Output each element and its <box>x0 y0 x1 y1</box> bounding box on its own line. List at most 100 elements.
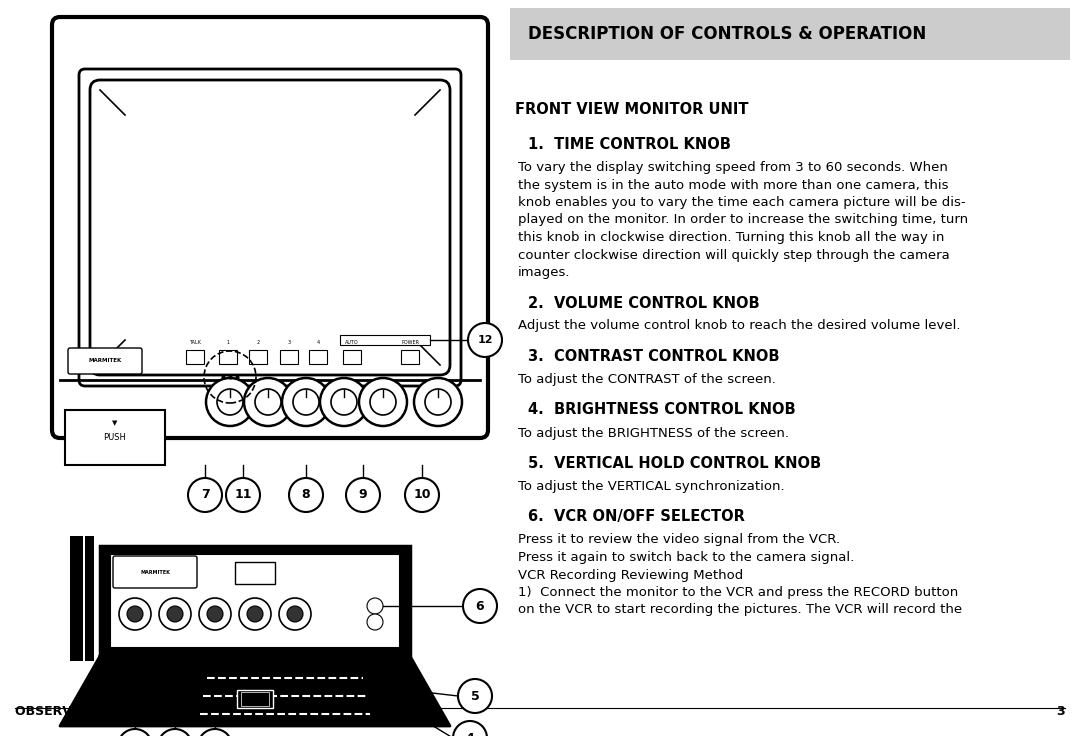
Text: 8: 8 <box>301 489 310 501</box>
Text: played on the monitor. In order to increase the switching time, turn: played on the monitor. In order to incre… <box>518 213 968 227</box>
Circle shape <box>159 598 191 630</box>
Circle shape <box>247 606 264 622</box>
Text: 9: 9 <box>359 489 367 501</box>
Bar <box>100 546 410 656</box>
Circle shape <box>206 378 254 426</box>
Text: 2.  VOLUME CONTROL KNOB: 2. VOLUME CONTROL KNOB <box>528 295 759 311</box>
Bar <box>237 690 273 708</box>
Circle shape <box>158 729 192 736</box>
Text: 2: 2 <box>256 340 259 345</box>
Text: POWER: POWER <box>401 340 419 345</box>
Circle shape <box>468 323 502 357</box>
Bar <box>241 692 269 706</box>
Text: 6: 6 <box>475 600 484 612</box>
Circle shape <box>282 378 330 426</box>
Bar <box>110 554 400 648</box>
Text: 11: 11 <box>234 489 252 501</box>
Circle shape <box>226 478 260 512</box>
Circle shape <box>453 721 487 736</box>
FancyBboxPatch shape <box>52 17 488 438</box>
Text: 1: 1 <box>227 340 230 345</box>
Circle shape <box>293 389 319 415</box>
Circle shape <box>199 598 231 630</box>
Text: FRONT VIEW MONITOR UNIT: FRONT VIEW MONITOR UNIT <box>515 102 748 117</box>
Bar <box>249 350 267 364</box>
Text: DESCRIPTION OF CONTROLS & OPERATION: DESCRIPTION OF CONTROLS & OPERATION <box>528 25 927 43</box>
Text: Press it again to switch back to the camera signal.: Press it again to switch back to the cam… <box>518 551 854 564</box>
Text: on the VCR to start recording the pictures. The VCR will record the: on the VCR to start recording the pictur… <box>518 604 962 617</box>
Text: images.: images. <box>518 266 570 279</box>
FancyBboxPatch shape <box>68 348 141 374</box>
Text: VCR Recording Reviewing Method: VCR Recording Reviewing Method <box>518 568 743 581</box>
Bar <box>309 350 327 364</box>
Circle shape <box>458 679 492 713</box>
Circle shape <box>118 729 152 736</box>
Circle shape <box>127 606 143 622</box>
Text: 3: 3 <box>287 340 291 345</box>
FancyBboxPatch shape <box>79 69 461 386</box>
Bar <box>280 350 298 364</box>
Circle shape <box>320 378 368 426</box>
Text: OBSERVER25 ®: OBSERVER25 ® <box>15 705 124 718</box>
Text: 4: 4 <box>316 340 320 345</box>
Bar <box>85 536 94 661</box>
Circle shape <box>198 729 232 736</box>
Circle shape <box>370 389 396 415</box>
Bar <box>186 350 204 364</box>
Text: 1.  TIME CONTROL KNOB: 1. TIME CONTROL KNOB <box>528 137 731 152</box>
Text: To adjust the CONTRAST of the screen.: To adjust the CONTRAST of the screen. <box>518 373 775 386</box>
Circle shape <box>244 378 292 426</box>
FancyBboxPatch shape <box>90 80 450 375</box>
Text: 12: 12 <box>477 335 492 345</box>
Bar <box>401 350 419 364</box>
Circle shape <box>188 478 222 512</box>
Text: 3: 3 <box>1056 705 1065 718</box>
Text: PUSH: PUSH <box>104 433 126 442</box>
FancyBboxPatch shape <box>113 556 197 588</box>
Bar <box>65 410 165 465</box>
Text: 5: 5 <box>471 690 480 702</box>
Bar <box>219 350 237 364</box>
Circle shape <box>414 378 462 426</box>
Text: 7: 7 <box>201 489 210 501</box>
Text: 4: 4 <box>465 732 474 736</box>
Circle shape <box>346 478 380 512</box>
Circle shape <box>167 606 183 622</box>
Text: TALK: TALK <box>189 340 201 345</box>
Circle shape <box>367 614 383 630</box>
Text: 10: 10 <box>414 489 431 501</box>
Circle shape <box>279 598 311 630</box>
Circle shape <box>207 606 222 622</box>
Circle shape <box>330 389 357 415</box>
Text: To adjust the BRIGHTNESS of the screen.: To adjust the BRIGHTNESS of the screen. <box>518 426 789 439</box>
Text: 1)  Connect the monitor to the VCR and press the RECORD button: 1) Connect the monitor to the VCR and pr… <box>518 586 958 599</box>
Circle shape <box>119 598 151 630</box>
Text: 4.  BRIGHTNESS CONTROL KNOB: 4. BRIGHTNESS CONTROL KNOB <box>528 403 796 417</box>
Text: ▼: ▼ <box>112 420 118 426</box>
Bar <box>343 350 361 364</box>
Text: Adjust the volume control knob to reach the desired volume level.: Adjust the volume control knob to reach … <box>518 319 960 333</box>
Bar <box>70 536 83 661</box>
Text: AUTO: AUTO <box>346 340 359 345</box>
Text: 6.  VCR ON/OFF SELECTOR: 6. VCR ON/OFF SELECTOR <box>528 509 745 525</box>
Text: Press it to review the video signal from the VCR.: Press it to review the video signal from… <box>518 534 840 547</box>
Text: 5.  VERTICAL HOLD CONTROL KNOB: 5. VERTICAL HOLD CONTROL KNOB <box>528 456 821 471</box>
Circle shape <box>289 478 323 512</box>
Text: this knob in clockwise direction. Turning this knob all the way in: this knob in clockwise direction. Turnin… <box>518 231 944 244</box>
Circle shape <box>463 589 497 623</box>
Text: To vary the display switching speed from 3 to 60 seconds. When: To vary the display switching speed from… <box>518 161 948 174</box>
Circle shape <box>287 606 303 622</box>
Circle shape <box>359 378 407 426</box>
Bar <box>235 562 275 584</box>
Text: MARMITEK: MARMITEK <box>140 570 170 575</box>
Text: To adjust the VERTICAL synchronization.: To adjust the VERTICAL synchronization. <box>518 480 785 493</box>
Circle shape <box>405 478 438 512</box>
Text: knob enables you to vary the time each camera picture will be dis-: knob enables you to vary the time each c… <box>518 196 966 209</box>
Circle shape <box>255 389 281 415</box>
Circle shape <box>239 598 271 630</box>
Polygon shape <box>60 656 450 726</box>
Text: counter clockwise direction will quickly step through the camera: counter clockwise direction will quickly… <box>518 249 949 261</box>
Text: the system is in the auto mode with more than one camera, this: the system is in the auto mode with more… <box>518 179 948 191</box>
Circle shape <box>426 389 451 415</box>
Bar <box>340 335 430 345</box>
